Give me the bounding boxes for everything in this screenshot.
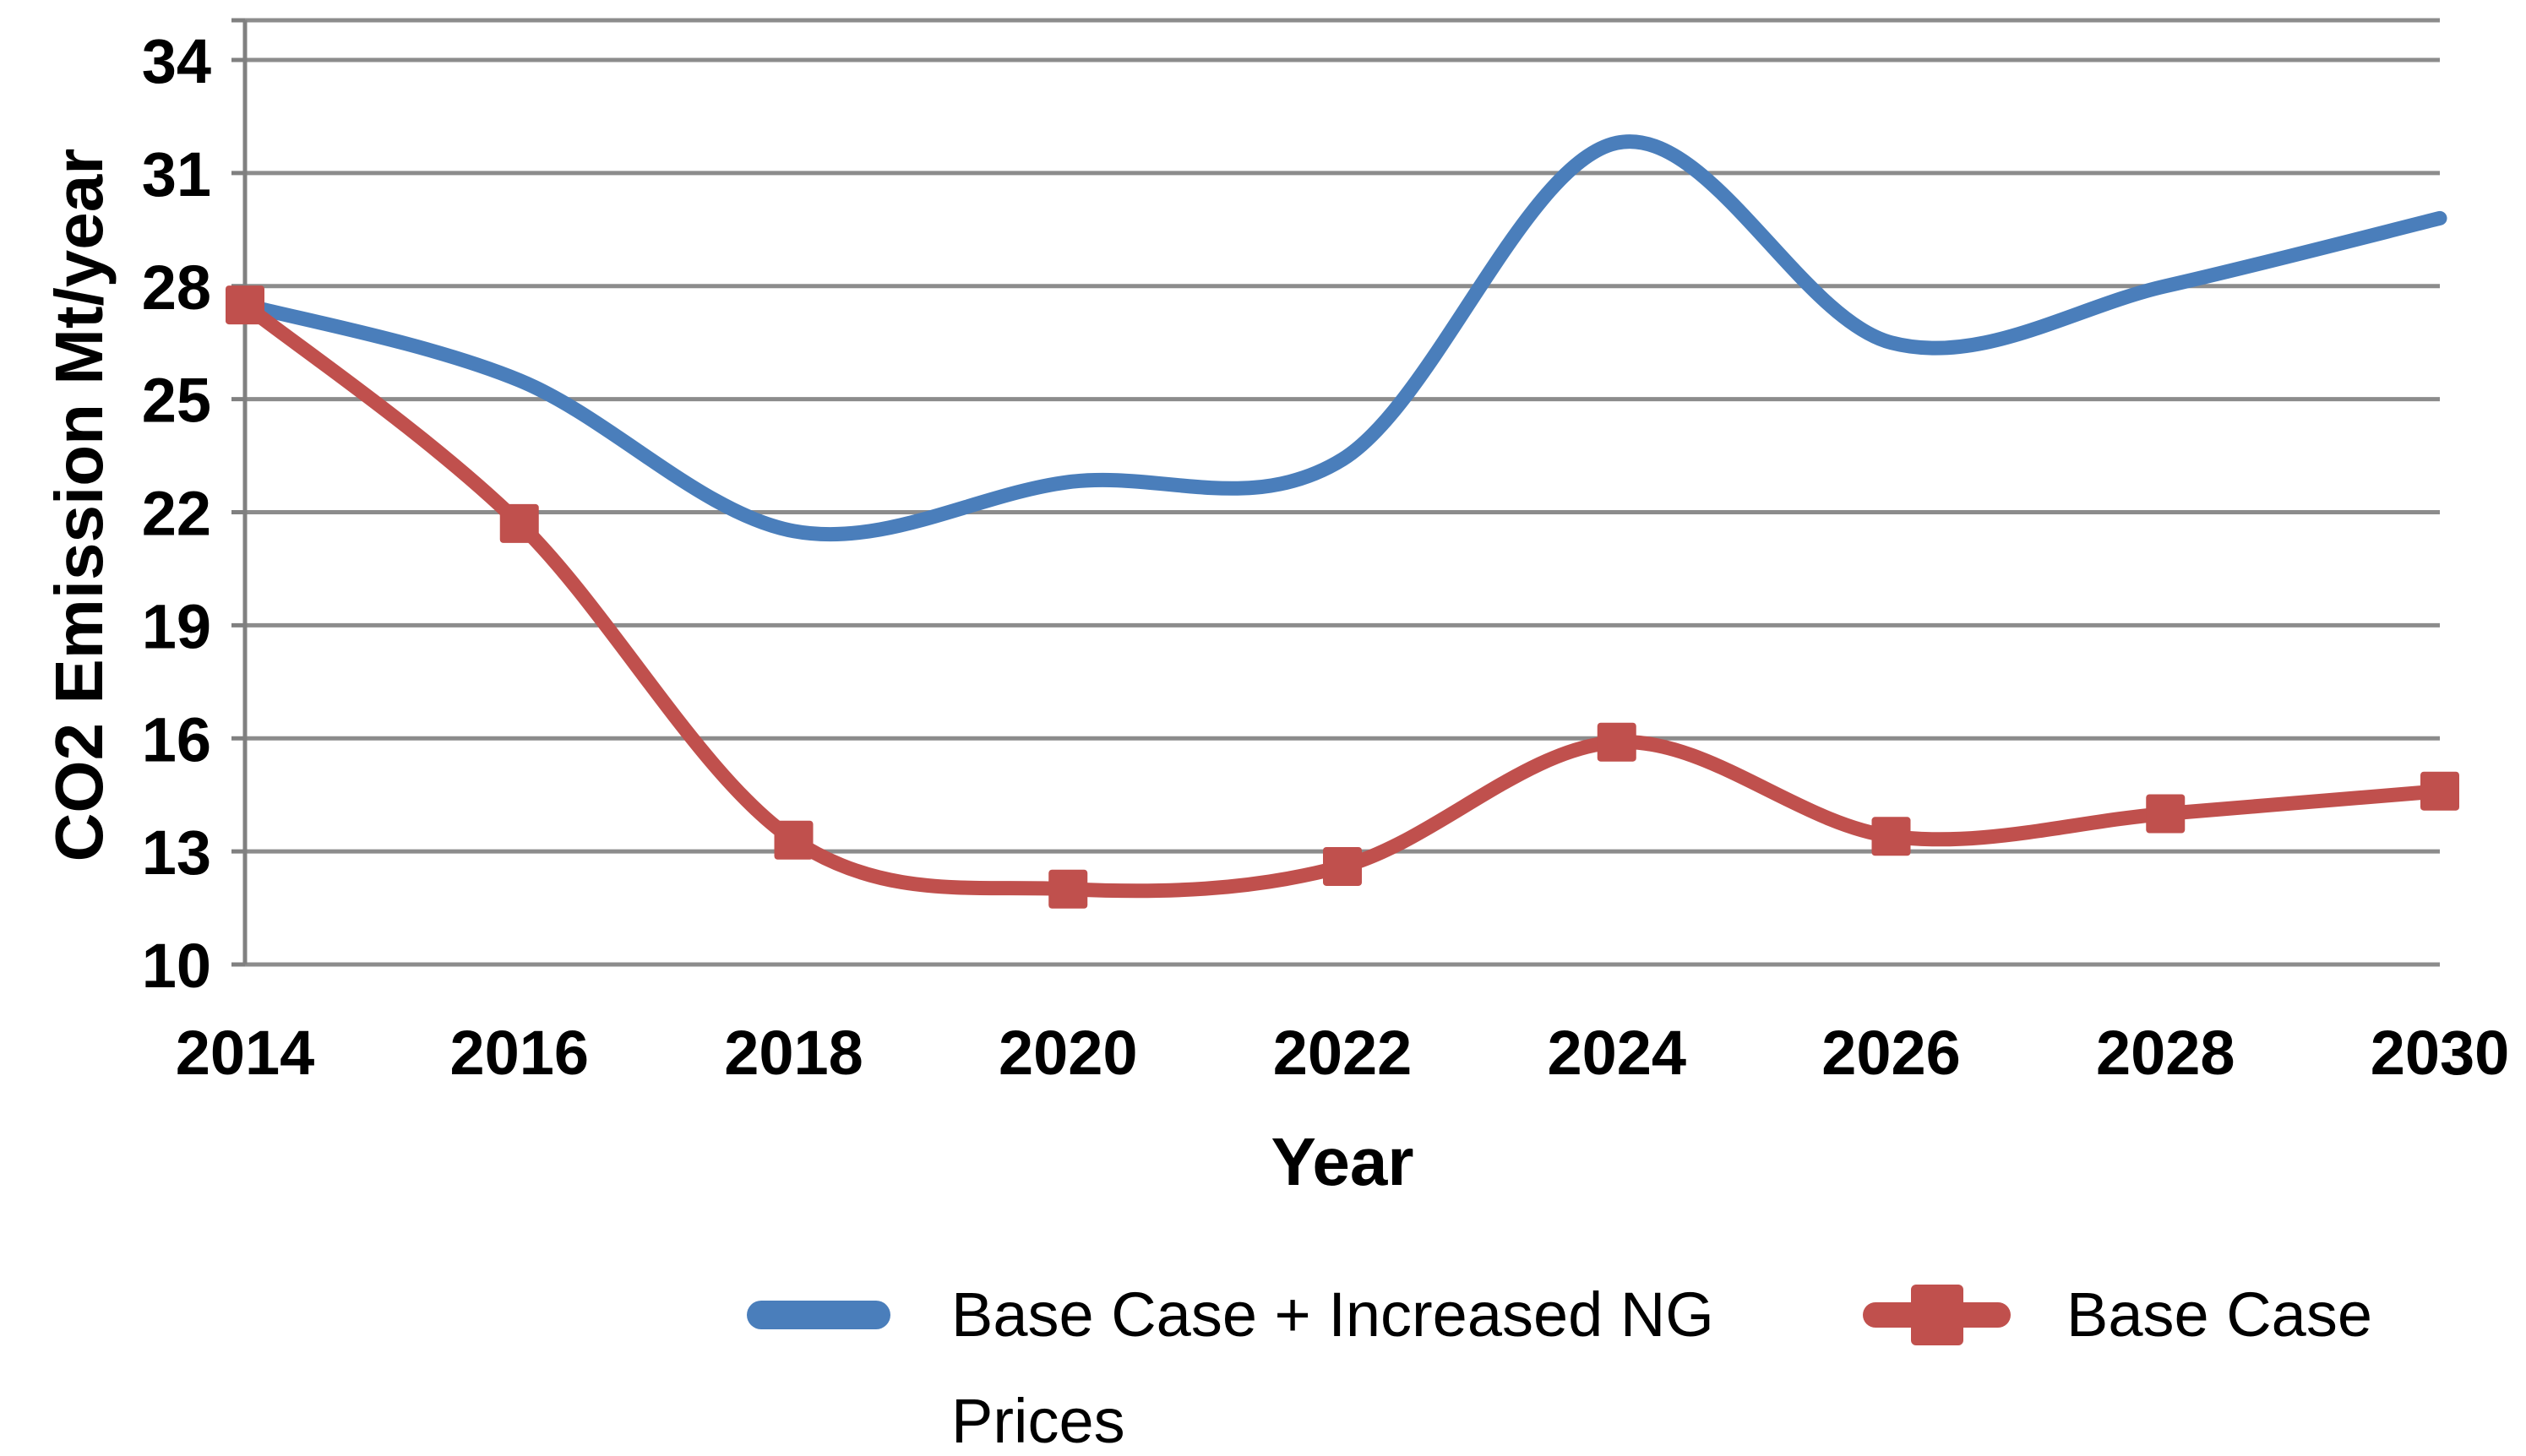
y-tick-label-16: 16 <box>142 704 211 774</box>
y-tick-label-31: 31 <box>142 139 211 209</box>
series-line-0 <box>237 134 2447 542</box>
y-tick-label-22: 22 <box>142 479 211 549</box>
series-1-marker-2028 <box>2146 794 2186 834</box>
legend-item-base-case: Base Case <box>1863 1262 2372 1368</box>
x-tick-label-2020: 2020 <box>999 1018 1138 1088</box>
y-axis-title: CO2 Emission Mt/year <box>41 148 117 862</box>
series-1-marker-2016 <box>499 503 539 543</box>
series-1-marker-2026 <box>1871 817 1911 856</box>
y-tick-label-28: 28 <box>142 253 211 323</box>
legend-label-base-case: Base Case <box>2066 1279 2372 1350</box>
series-line-1 <box>237 297 2447 899</box>
series-1-marker-2014 <box>226 285 264 325</box>
series-1-marker-2030 <box>2420 771 2459 811</box>
legend-line-swatch-blue-icon <box>747 1301 890 1329</box>
y-tick-label-13: 13 <box>142 818 211 888</box>
x-tick-label-2016: 2016 <box>449 1018 589 1088</box>
legend-line-marker-swatch-red-icon <box>1863 1262 2011 1368</box>
x-tick-label-2024: 2024 <box>1547 1018 1686 1088</box>
x-tick-label-2026: 2026 <box>1821 1018 1961 1088</box>
x-tick-label-2028: 2028 <box>2096 1018 2235 1088</box>
series-1-marker-2022 <box>1323 846 1362 886</box>
y-tick-label-19: 19 <box>142 591 211 661</box>
legend-item-increased-ng-prices: Base Case + Increased NG Prices <box>747 1262 1805 1456</box>
x-tick-label-2018: 2018 <box>724 1018 863 1088</box>
y-tick-label-34: 34 <box>142 26 211 96</box>
x-axis-title: Year <box>1271 1124 1414 1199</box>
series-1-marker-2018 <box>774 820 814 860</box>
legend-label-increased-ng-prices: Base Case + Increased NG Prices <box>951 1279 1714 1456</box>
series-1-marker-2020 <box>1048 869 1088 909</box>
y-tick-label-25: 25 <box>142 366 211 436</box>
x-tick-label-2030: 2030 <box>2371 1018 2510 1088</box>
y-tick-label-10: 10 <box>142 931 211 1001</box>
x-tick-label-2022: 2022 <box>1273 1018 1413 1088</box>
series-1-marker-2024 <box>1597 722 1636 762</box>
x-tick-label-2014: 2014 <box>176 1018 315 1088</box>
